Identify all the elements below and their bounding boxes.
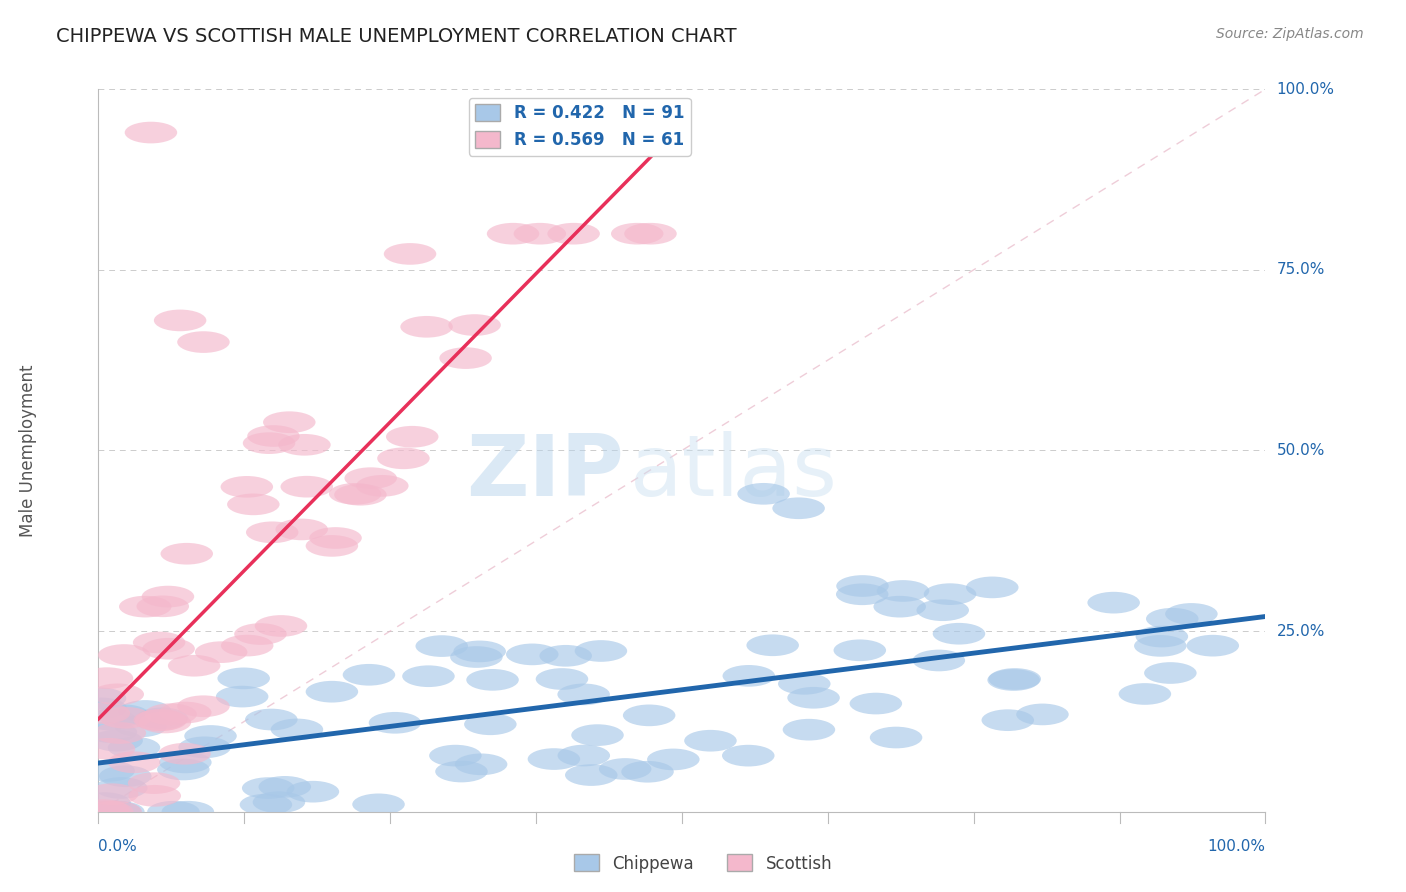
Text: 100.0%: 100.0% — [1208, 839, 1265, 855]
Text: 100.0%: 100.0% — [1277, 82, 1334, 96]
Text: 0.0%: 0.0% — [98, 839, 138, 855]
Text: 75.0%: 75.0% — [1277, 262, 1324, 277]
Text: 50.0%: 50.0% — [1277, 443, 1324, 458]
Text: ZIP: ZIP — [465, 431, 624, 514]
Legend: R = 0.422   N = 91, R = 0.569   N = 61: R = 0.422 N = 91, R = 0.569 N = 61 — [468, 97, 690, 155]
Text: atlas: atlas — [630, 431, 838, 514]
Text: 25.0%: 25.0% — [1277, 624, 1324, 639]
Text: CHIPPEWA VS SCOTTISH MALE UNEMPLOYMENT CORRELATION CHART: CHIPPEWA VS SCOTTISH MALE UNEMPLOYMENT C… — [56, 27, 737, 45]
Legend: Chippewa, Scottish: Chippewa, Scottish — [567, 847, 839, 880]
Text: Male Unemployment: Male Unemployment — [20, 364, 38, 537]
Text: Source: ZipAtlas.com: Source: ZipAtlas.com — [1216, 27, 1364, 41]
